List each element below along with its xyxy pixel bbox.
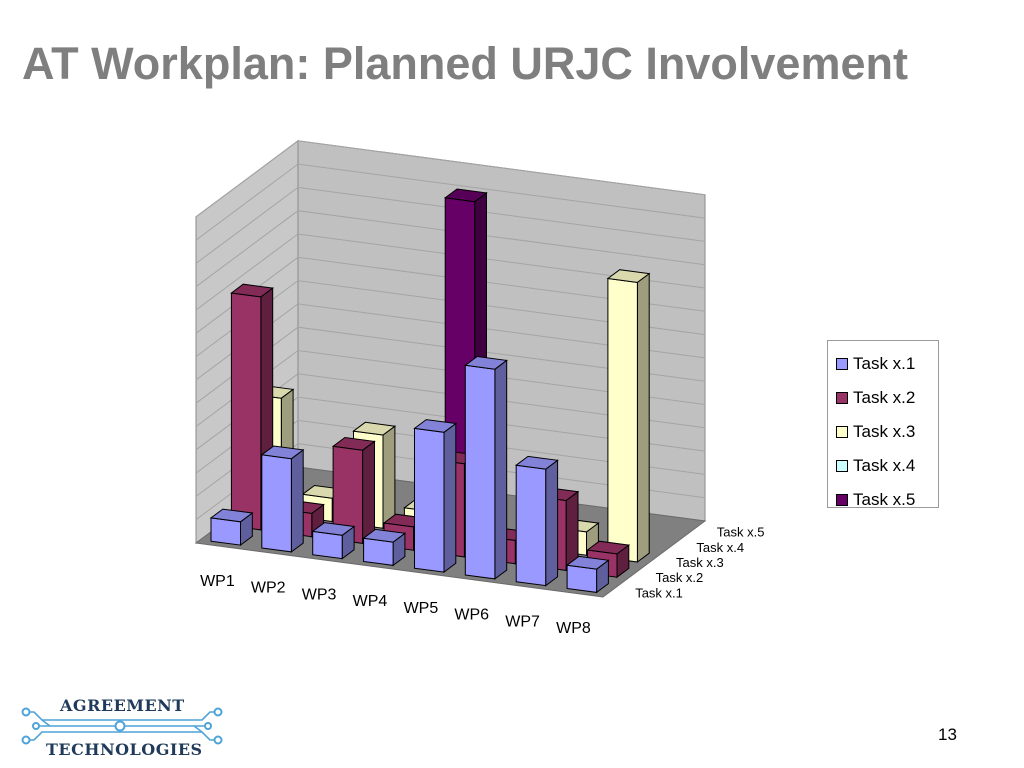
x-tick-label: WP1 — [200, 573, 235, 590]
legend-label: Task x.2 — [853, 388, 916, 407]
legend-swatch — [836, 392, 848, 404]
depth-tick-label: Task x.1 — [635, 585, 683, 600]
legend-entry: Task x.1 — [828, 347, 938, 381]
bar-wp8-task-1 — [565, 555, 610, 594]
chart-gridline — [195, 443, 706, 521]
agreement-technologies-logo: AGREEMENT TECHNOLOGIES — [12, 690, 232, 762]
chart-gridline — [195, 419, 706, 497]
x-tick-label: WP2 — [251, 580, 286, 597]
page-number: 13 — [938, 725, 957, 744]
x-tick-label: WP7 — [505, 613, 540, 630]
chart-gridline — [195, 210, 706, 288]
legend-swatch — [836, 358, 848, 370]
legend-entry: Task x.2 — [828, 381, 938, 415]
chart-gridline — [195, 256, 706, 334]
bar-wp3-task-1 — [311, 522, 356, 560]
x-tick-label: WP5 — [404, 600, 439, 617]
depth-tick-label: Task x.3 — [676, 555, 724, 570]
logo-text-line1: AGREEMENT — [60, 696, 185, 715]
legend-label: Task x.3 — [853, 422, 916, 441]
chart-gridline — [195, 396, 706, 474]
chart-gridline — [195, 349, 706, 427]
bar-wp1-task-1 — [209, 508, 254, 547]
legend-label: Task x.4 — [853, 456, 916, 475]
chart-gridline — [195, 326, 706, 404]
bar-wp6-task-1 — [464, 355, 508, 580]
slide-title: AT Workplan: Planned URJC Involvement — [22, 38, 908, 89]
chart-gridline — [195, 280, 706, 358]
x-tick-label: WP3 — [302, 586, 337, 603]
chart-gridline — [195, 303, 706, 381]
chart-legend: Task x.1 Task x.2 Task x.3 Task x.4 Task x.5 — [827, 340, 939, 509]
x-tick-label: WP8 — [556, 620, 591, 637]
chart-gridline — [195, 140, 706, 218]
chart-gridline — [195, 163, 706, 241]
legend-swatch — [836, 494, 848, 506]
x-tick-label: WP6 — [454, 607, 489, 624]
depth-tick-label: Task x.4 — [696, 540, 744, 555]
chart-gridline — [195, 233, 706, 311]
legend-label: Task x.5 — [853, 490, 916, 509]
legend-entry: Task x.3 — [828, 415, 938, 449]
circuit-logo-icon — [21, 707, 223, 745]
legend-swatch — [836, 426, 848, 438]
legend-label: Task x.1 — [853, 354, 916, 373]
bar-wp2-task-1 — [260, 445, 305, 553]
bar-wp8-task-3 — [606, 269, 651, 563]
legend-entry: Task x.4 — [828, 449, 938, 483]
depth-tick-label: Task x.5 — [717, 525, 765, 540]
chart-gridline — [195, 373, 706, 451]
bar-wp4-task-1 — [362, 528, 407, 567]
chart-gridline — [195, 186, 706, 264]
x-tick-label: WP4 — [353, 593, 388, 610]
legend-entry: Task x.5 — [828, 483, 938, 517]
bar-wp5-task-1 — [413, 419, 458, 574]
legend-swatch — [836, 460, 848, 472]
depth-tick-label: Task x.2 — [656, 570, 704, 585]
bar-wp7-task-1 — [514, 455, 559, 587]
logo-text-line2: TECHNOLOGIES — [46, 740, 203, 759]
